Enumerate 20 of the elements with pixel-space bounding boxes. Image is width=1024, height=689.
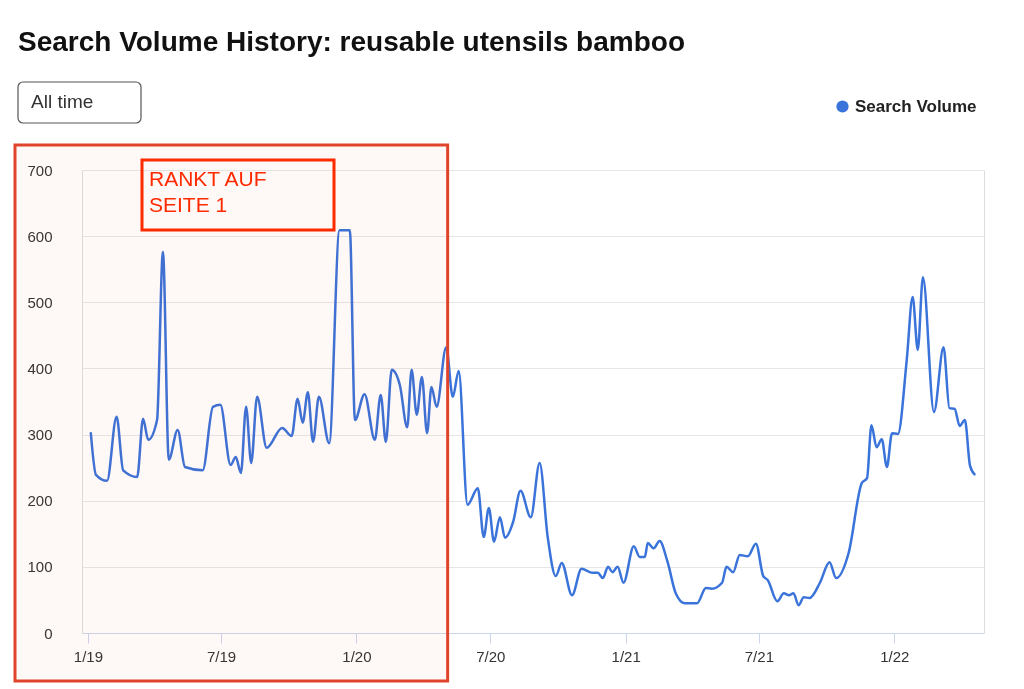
text: All time [31, 91, 94, 112]
legend-label: Search Volume [855, 96, 977, 116]
y-tick-label: 0 [44, 624, 53, 642]
band-label: RANKT AUF SEITE 1 [149, 167, 267, 216]
x-tick-label: 7/19 [206, 647, 237, 665]
y-tick-label: 500 [27, 293, 53, 311]
y-tick-label: 300 [27, 426, 53, 444]
y-tick-label: 700 [27, 161, 53, 179]
y-tick-label: 100 [27, 558, 53, 576]
x-tick-label: 7/21 [744, 647, 774, 665]
y-tick-label: 200 [27, 492, 53, 510]
y-tick-label: 600 [27, 227, 53, 245]
x-tick-label: 1/20 [342, 647, 372, 665]
x-tick-label: 1/21 [611, 647, 641, 665]
chart-title: Search Volume History: reusable utensils bamboo [18, 26, 685, 58]
x-tick-label: 7/20 [476, 647, 506, 665]
y-tick-label: 400 [27, 359, 53, 377]
line-series [89, 228, 976, 607]
x-tick-label: 1/22 [880, 647, 910, 665]
x-tick-label: 1/19 [73, 647, 103, 665]
